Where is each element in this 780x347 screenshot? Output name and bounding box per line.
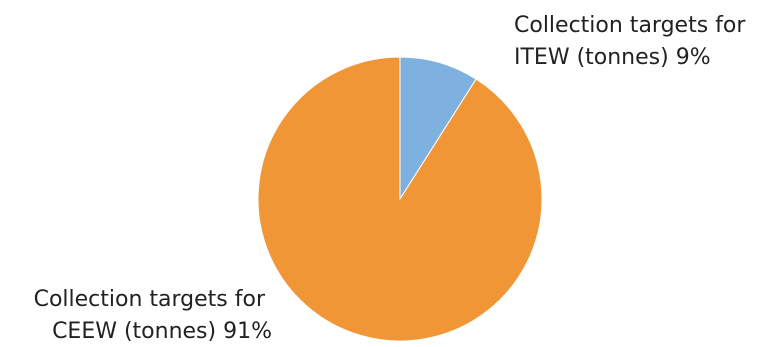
pie-slices <box>257 56 543 342</box>
slice-label-ceew-line-1: Collection targets for <box>34 287 266 312</box>
slice-label-ceew-line-2: CEEW (tonnes) 91% <box>52 319 272 344</box>
slice-label-itew: Collection targets for ITEW (tonnes) 9% <box>514 13 752 70</box>
pie-slice-itew <box>399 56 477 201</box>
pie-slice-ceew <box>257 56 543 342</box>
slice-label-itew-line-1: Collection targets for <box>514 13 746 38</box>
slice-label-ceew: Collection targets for CEEW (tonnes) 91% <box>34 287 272 344</box>
slice-label-itew-line-2: ITEW (tonnes) 9% <box>514 45 711 70</box>
